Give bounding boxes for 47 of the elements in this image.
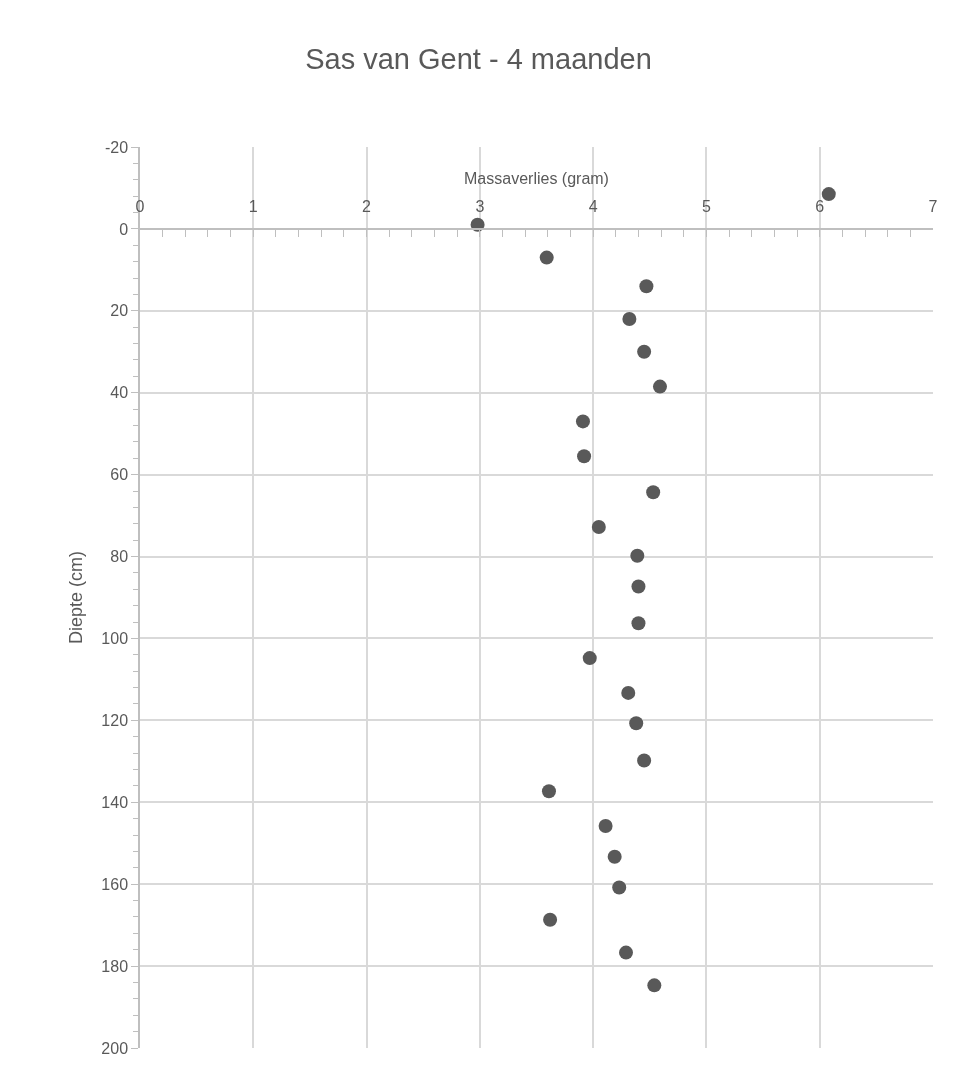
point	[591, 520, 606, 535]
point	[631, 579, 646, 594]
y-tick-label: 80	[110, 548, 129, 566]
x-tick-label: 1	[248, 197, 258, 215]
y-tick-label: 40	[110, 384, 129, 402]
y-tick-label: 0	[119, 220, 129, 238]
x-axis-title: Massaverlies (gram)	[464, 170, 609, 188]
point	[621, 685, 636, 700]
y-tick-label: 140	[101, 793, 129, 811]
point	[637, 344, 652, 359]
point	[598, 819, 613, 834]
y-tick-label: 120	[101, 711, 129, 729]
point	[646, 485, 661, 500]
point	[607, 849, 622, 864]
point	[543, 912, 558, 927]
y-tick-label: 200	[101, 1039, 129, 1057]
point	[652, 379, 667, 394]
x-tick-label: 6	[815, 197, 825, 215]
point	[631, 616, 646, 631]
x-tick-label: 7	[928, 197, 938, 215]
point	[612, 880, 627, 895]
point	[647, 978, 662, 993]
point	[821, 187, 836, 202]
y-tick-label: 160	[101, 875, 129, 893]
y-axis-title: Diepte (cm)	[66, 550, 87, 645]
x-tick-label: 5	[701, 197, 711, 215]
x-tick-label: 2	[362, 197, 372, 215]
point	[582, 651, 597, 666]
point	[637, 753, 652, 768]
x-tick-label: 0	[135, 197, 145, 215]
point	[629, 716, 644, 731]
x-tick-label: 3	[475, 197, 485, 215]
point	[619, 945, 633, 960]
y-tick-label: 60	[110, 466, 129, 484]
y-tick-label: 20	[110, 302, 129, 320]
y-tick-label: 100	[101, 630, 129, 648]
point	[539, 250, 554, 265]
point	[577, 449, 592, 464]
point	[630, 548, 645, 563]
y-tick-label: -20	[104, 138, 129, 156]
x-tick-label: 4	[588, 197, 598, 215]
point	[541, 784, 556, 799]
y-tick-label: 180	[101, 957, 129, 975]
point	[575, 414, 590, 429]
chart-title: Sas van Gent - 4 maanden	[305, 42, 652, 75]
point	[639, 279, 654, 294]
point	[622, 312, 637, 326]
